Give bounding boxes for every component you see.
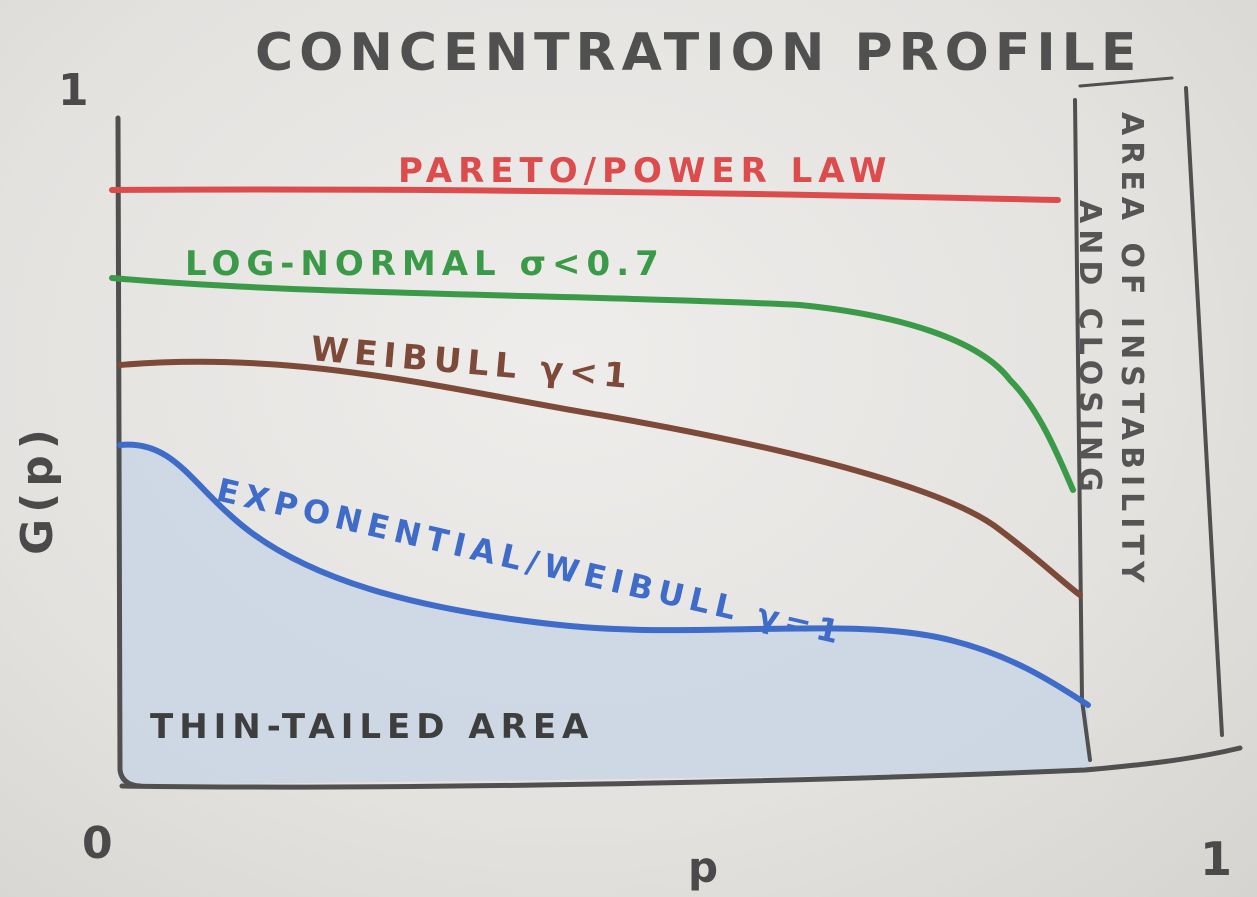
y-axis-top-tick: 1 [58, 65, 95, 116]
instability-label-line1: AREA OF INSTABILITY [1114, 112, 1149, 589]
instability-label-line2: AND CLOSING [1072, 200, 1107, 498]
origin-tick: 0 [82, 818, 119, 869]
diagram-title: CONCENTRATION PROFILE [255, 23, 1142, 83]
pareto-curve [109, 186, 1061, 203]
instability-box-right [1184, 86, 1224, 737]
weibull-curve [117, 358, 1083, 598]
exponential-curve [117, 441, 1091, 708]
x-axis-line [119, 745, 1243, 790]
lognormal-curve [109, 275, 1076, 493]
pareto-label: PARETO/POWER LAW [398, 151, 893, 191]
x-axis-right-tick: 1 [1200, 832, 1238, 886]
x-axis-label: p [688, 843, 724, 892]
weibull-label: WEIBULL γ<1 [309, 329, 635, 397]
thin-tailed-area-fill [120, 444, 1090, 785]
thin-tailed-label: THIN-TAILED AREA [150, 707, 594, 747]
lognormal-label: LOG-NORMAL σ<0.7 [185, 244, 665, 284]
instability-box-top [1078, 76, 1174, 88]
y-axis-label: G(p) [12, 423, 63, 555]
